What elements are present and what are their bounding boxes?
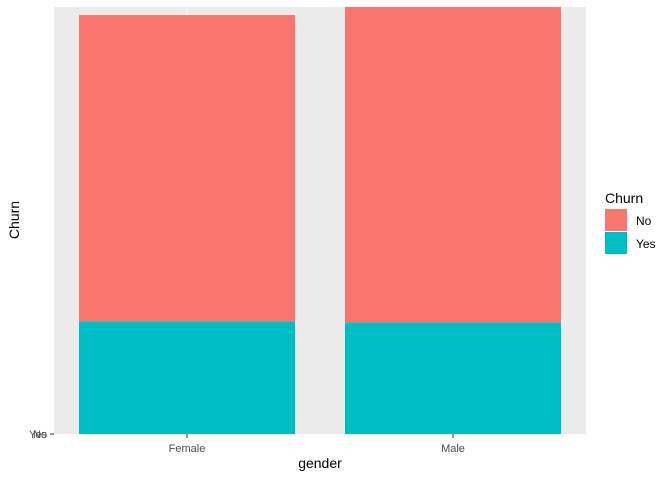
x-tick-label-female: Female [169, 443, 206, 455]
bar-female-no [79, 15, 295, 322]
bars-layer [79, 7, 561, 434]
legend-label-yes: Yes [636, 237, 656, 251]
x-ticks-layer: Female Male [169, 434, 465, 455]
y-tick-label-no: No [33, 429, 47, 441]
bar-male-yes [345, 322, 561, 434]
legend-label-no: No [636, 214, 652, 228]
y-axis-title: Churn [6, 201, 22, 239]
bar-male-no [345, 7, 561, 323]
legend-key-no [605, 209, 627, 231]
legend-title: Churn [605, 190, 643, 206]
x-tick-label-male: Male [441, 443, 465, 455]
legend: Churn No Yes [605, 190, 656, 254]
x-axis-title: gender [298, 455, 342, 471]
y-tick-label-yes: Yes [29, 429, 47, 441]
legend-key-yes [605, 232, 627, 254]
bar-female-yes [79, 321, 295, 434]
